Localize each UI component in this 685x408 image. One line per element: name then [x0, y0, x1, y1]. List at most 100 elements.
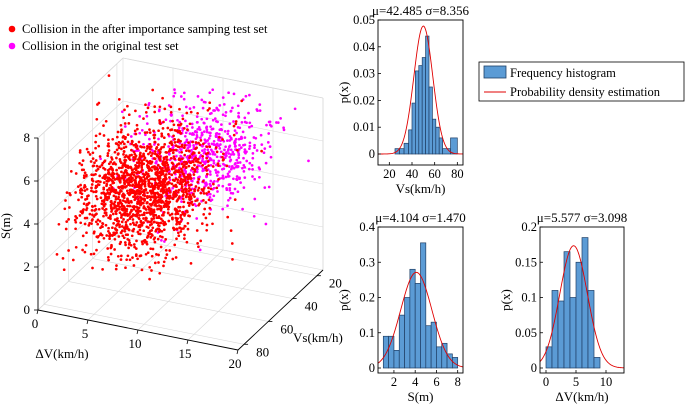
y-tick-label: 0 [369, 147, 375, 161]
scatter-point [175, 222, 178, 226]
y-tick-label: 0.02 [353, 93, 375, 107]
histogram-xlabel: ΔV(km/h) [555, 389, 608, 404]
scatter-point [234, 120, 238, 123]
scatter-point [114, 195, 118, 199]
scatter-point [88, 153, 92, 156]
scatter-point [162, 136, 166, 140]
scatter-point [92, 164, 96, 168]
scatter-point [211, 88, 215, 92]
scatter-point [191, 140, 194, 144]
scatter-point [171, 119, 174, 123]
scatter-point [180, 170, 183, 173]
scatter-point [212, 161, 216, 165]
scatter-point [90, 173, 94, 177]
scatter-point [132, 243, 136, 246]
scatter-point [240, 121, 244, 124]
scatter-point [114, 210, 117, 213]
scatter-point [79, 183, 82, 187]
scatter-point [83, 189, 87, 192]
scatter-point [150, 254, 154, 258]
scatter-point [94, 194, 98, 198]
scatter-point [215, 155, 219, 159]
scatter-point [200, 117, 204, 121]
scatter-point [190, 179, 193, 183]
scatter-point [123, 182, 127, 186]
scatter-point [226, 175, 230, 178]
scatter-point [233, 129, 237, 132]
scatter-point [121, 234, 125, 238]
scatter-point [207, 186, 210, 190]
scatter-point [94, 140, 97, 144]
scatter-point [55, 253, 59, 256]
scatter-point [180, 200, 183, 203]
scatter-point [179, 132, 183, 135]
histogram-bar [425, 325, 432, 369]
scatter-point [130, 209, 133, 213]
scatter-point [208, 134, 212, 138]
scatter-point [103, 202, 107, 206]
scatter-point [184, 165, 188, 169]
scatter-point [98, 174, 102, 178]
histogram-bar [441, 342, 448, 369]
scatter-point [197, 141, 200, 145]
scatter-point [134, 223, 138, 227]
scatter-point [136, 195, 139, 198]
scatter-point [183, 224, 187, 228]
scatter-point [117, 98, 121, 101]
scatter-point [148, 142, 152, 146]
scatter-point [208, 206, 212, 210]
scatter-point [107, 162, 111, 166]
scatter-point [150, 182, 154, 186]
scatter-point [124, 225, 128, 229]
scatter-point [158, 105, 162, 109]
scatter-point [230, 242, 234, 245]
scatter-point [216, 162, 220, 165]
scatter-point [102, 134, 106, 137]
scatter-point [110, 158, 114, 161]
scatter-point [97, 240, 101, 244]
scatter-point [120, 110, 124, 114]
scatter-point [200, 98, 204, 102]
scatter-point [167, 205, 171, 209]
scatter-point [141, 193, 145, 197]
scatter-point [184, 177, 187, 181]
scatter-point [131, 176, 134, 180]
scatter-point [253, 197, 257, 201]
y-tick-label: 0.01 [353, 120, 375, 134]
scatter-point [207, 198, 211, 202]
x-tick [86, 319, 89, 325]
scatter-point [151, 189, 155, 193]
scatter-point [211, 118, 215, 122]
histogram-frame [539, 226, 625, 374]
scatter-point [122, 178, 126, 182]
scatter-point [232, 166, 236, 170]
scatter-point [137, 164, 141, 168]
scatter-point [178, 120, 182, 124]
scatter-point [157, 261, 160, 264]
scatter-point [156, 143, 160, 146]
histogram-xlabel: S(m) [408, 389, 434, 404]
histogram-bar [418, 65, 423, 155]
scatter-point [193, 195, 196, 198]
scatter-point [254, 136, 258, 140]
scatter-point [147, 152, 150, 156]
scatter-point [109, 205, 113, 208]
scatter-point [138, 183, 141, 187]
histogram-bar [430, 321, 437, 369]
scatter-point [173, 88, 176, 91]
scatter-point [187, 164, 191, 168]
scatter-point [101, 207, 104, 210]
scatter-point [227, 91, 230, 95]
scatter-point [153, 261, 157, 265]
x-tick-label: 15 [179, 346, 192, 361]
scatter-point [201, 149, 204, 152]
scatter-point [226, 172, 230, 176]
scatter-point [211, 222, 214, 226]
scatter-point [154, 202, 157, 206]
scatter-point [197, 160, 200, 164]
scatter-point [203, 182, 207, 185]
scatter-point [81, 248, 84, 252]
scatter-point [185, 138, 189, 142]
scatter-point [161, 178, 165, 182]
scatter-point [176, 178, 180, 182]
